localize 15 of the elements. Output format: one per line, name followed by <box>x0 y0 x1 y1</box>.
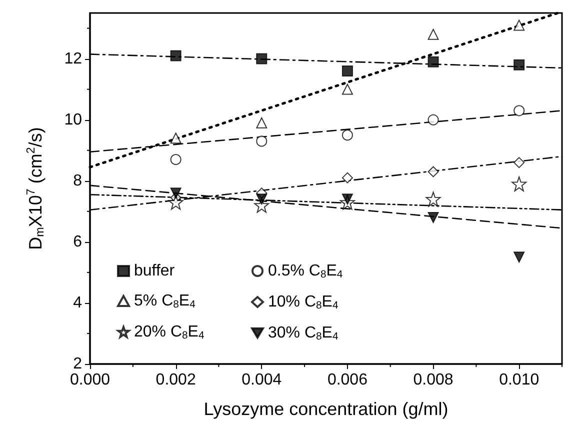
x-tick-label: 0.004 <box>242 372 282 388</box>
y-tick-label: 6 <box>73 233 82 250</box>
x-tick-label: 0.006 <box>327 372 368 388</box>
x-tick-label: 0.002 <box>156 372 196 388</box>
y-axis-title: DmX107 (cm2/s) <box>24 127 46 250</box>
y-tick-label: 10 <box>64 111 82 128</box>
x-tick-label: 0.000 <box>70 372 110 388</box>
y-tick-label: 12 <box>64 50 82 68</box>
x-tick-label: 0.010 <box>499 372 540 388</box>
y-tick-label: 8 <box>73 172 82 190</box>
x-tick-label: 0.008 <box>413 372 454 388</box>
legend-label: buffer <box>134 262 176 280</box>
y-tick-label: 2 <box>73 356 82 372</box>
x-axis-title: Lysozyme concentration (g/ml) <box>204 399 448 419</box>
y-tick-label: 4 <box>73 294 82 312</box>
